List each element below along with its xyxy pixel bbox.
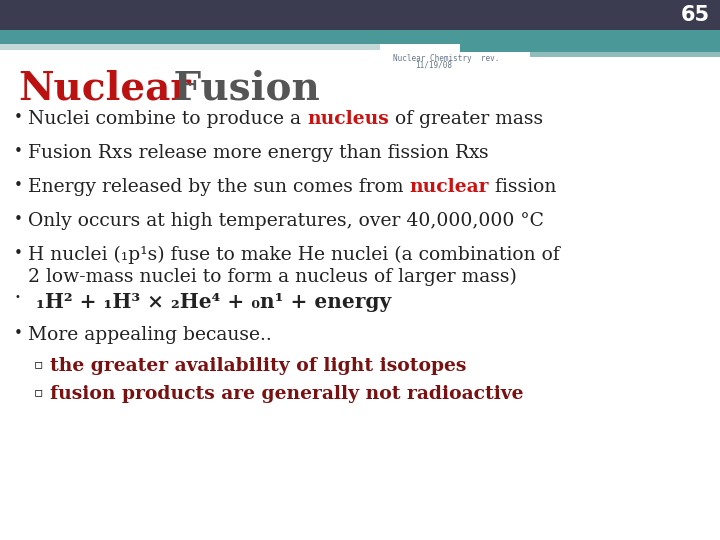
Text: •: • [14, 178, 23, 193]
Text: 2 low-mass nuclei to form a nucleus of larger mass): 2 low-mass nuclei to form a nucleus of l… [28, 268, 517, 286]
Text: More appealing because..: More appealing because.. [28, 326, 271, 344]
Text: •: • [14, 110, 23, 125]
Bar [0, 0, 720, 30]
Text: Fusion R: Fusion R [28, 144, 112, 162]
Text: nucleus: nucleus [307, 110, 389, 128]
Text: s: s [480, 144, 489, 162]
Text: 11/19/08: 11/19/08 [415, 61, 452, 70]
Text: ▫: ▫ [34, 385, 43, 399]
Text: fission: fission [489, 178, 557, 196]
Bar [460, 30, 720, 52]
Text: •: • [14, 326, 23, 341]
Text: Fusion: Fusion [160, 70, 320, 108]
Text: Only occurs at high temperatures, over 40,000,000 °C: Only occurs at high temperatures, over 4… [28, 212, 544, 230]
Text: s release more energy than fission R: s release more energy than fission R [122, 144, 469, 162]
Text: •: • [14, 144, 23, 159]
Text: •: • [14, 292, 20, 302]
Text: the greater availability of light isotopes: the greater availability of light isotop… [50, 357, 467, 375]
Text: ▫: ▫ [34, 357, 43, 371]
Text: Nuclear: Nuclear [18, 70, 191, 108]
Text: x: x [469, 144, 480, 162]
Text: ₁H² + ₁H³ ⨯ ₂He⁴ + ₀n¹ + energy: ₁H² + ₁H³ ⨯ ₂He⁴ + ₀n¹ + energy [22, 292, 391, 312]
Text: Nuclei combine to produce a: Nuclei combine to produce a [28, 110, 307, 128]
Text: Energy released by the sun comes from: Energy released by the sun comes from [28, 178, 410, 196]
Bar [530, 52, 720, 57]
Text: H nuclei (₁p¹s) fuse to make He nuclei (a combination of: H nuclei (₁p¹s) fuse to make He nuclei (… [28, 246, 559, 264]
Bar [0, 30, 460, 44]
Text: of greater mass: of greater mass [389, 110, 543, 128]
Bar [0, 44, 380, 50]
Text: fusion products are generally not radioactive: fusion products are generally not radioa… [50, 385, 523, 403]
Text: nuclear: nuclear [410, 178, 489, 196]
Text: Nuclear Chemistry  rev.: Nuclear Chemistry rev. [393, 54, 500, 63]
Text: •: • [14, 212, 23, 227]
Text: •: • [14, 246, 23, 261]
Text: x: x [112, 144, 122, 162]
Text: 65: 65 [681, 5, 710, 25]
